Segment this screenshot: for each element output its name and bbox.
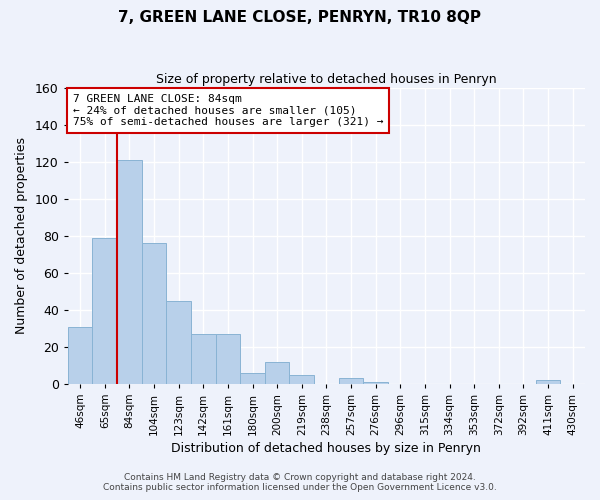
Y-axis label: Number of detached properties: Number of detached properties	[15, 138, 28, 334]
Bar	[117, 160, 142, 384]
Bar	[240, 373, 265, 384]
Bar	[289, 374, 314, 384]
Bar	[364, 382, 388, 384]
Bar	[191, 334, 215, 384]
Text: 7 GREEN LANE CLOSE: 84sqm
← 24% of detached houses are smaller (105)
75% of semi: 7 GREEN LANE CLOSE: 84sqm ← 24% of detac…	[73, 94, 383, 127]
Bar	[215, 334, 240, 384]
Bar	[339, 378, 364, 384]
Text: 7, GREEN LANE CLOSE, PENRYN, TR10 8QP: 7, GREEN LANE CLOSE, PENRYN, TR10 8QP	[119, 10, 482, 25]
Bar	[536, 380, 560, 384]
Text: Contains HM Land Registry data © Crown copyright and database right 2024.
Contai: Contains HM Land Registry data © Crown c…	[103, 473, 497, 492]
Bar	[142, 244, 166, 384]
X-axis label: Distribution of detached houses by size in Penryn: Distribution of detached houses by size …	[172, 442, 481, 455]
Bar	[265, 362, 289, 384]
Bar	[92, 238, 117, 384]
Bar	[68, 326, 92, 384]
Bar	[166, 300, 191, 384]
Title: Size of property relative to detached houses in Penryn: Size of property relative to detached ho…	[156, 72, 497, 86]
